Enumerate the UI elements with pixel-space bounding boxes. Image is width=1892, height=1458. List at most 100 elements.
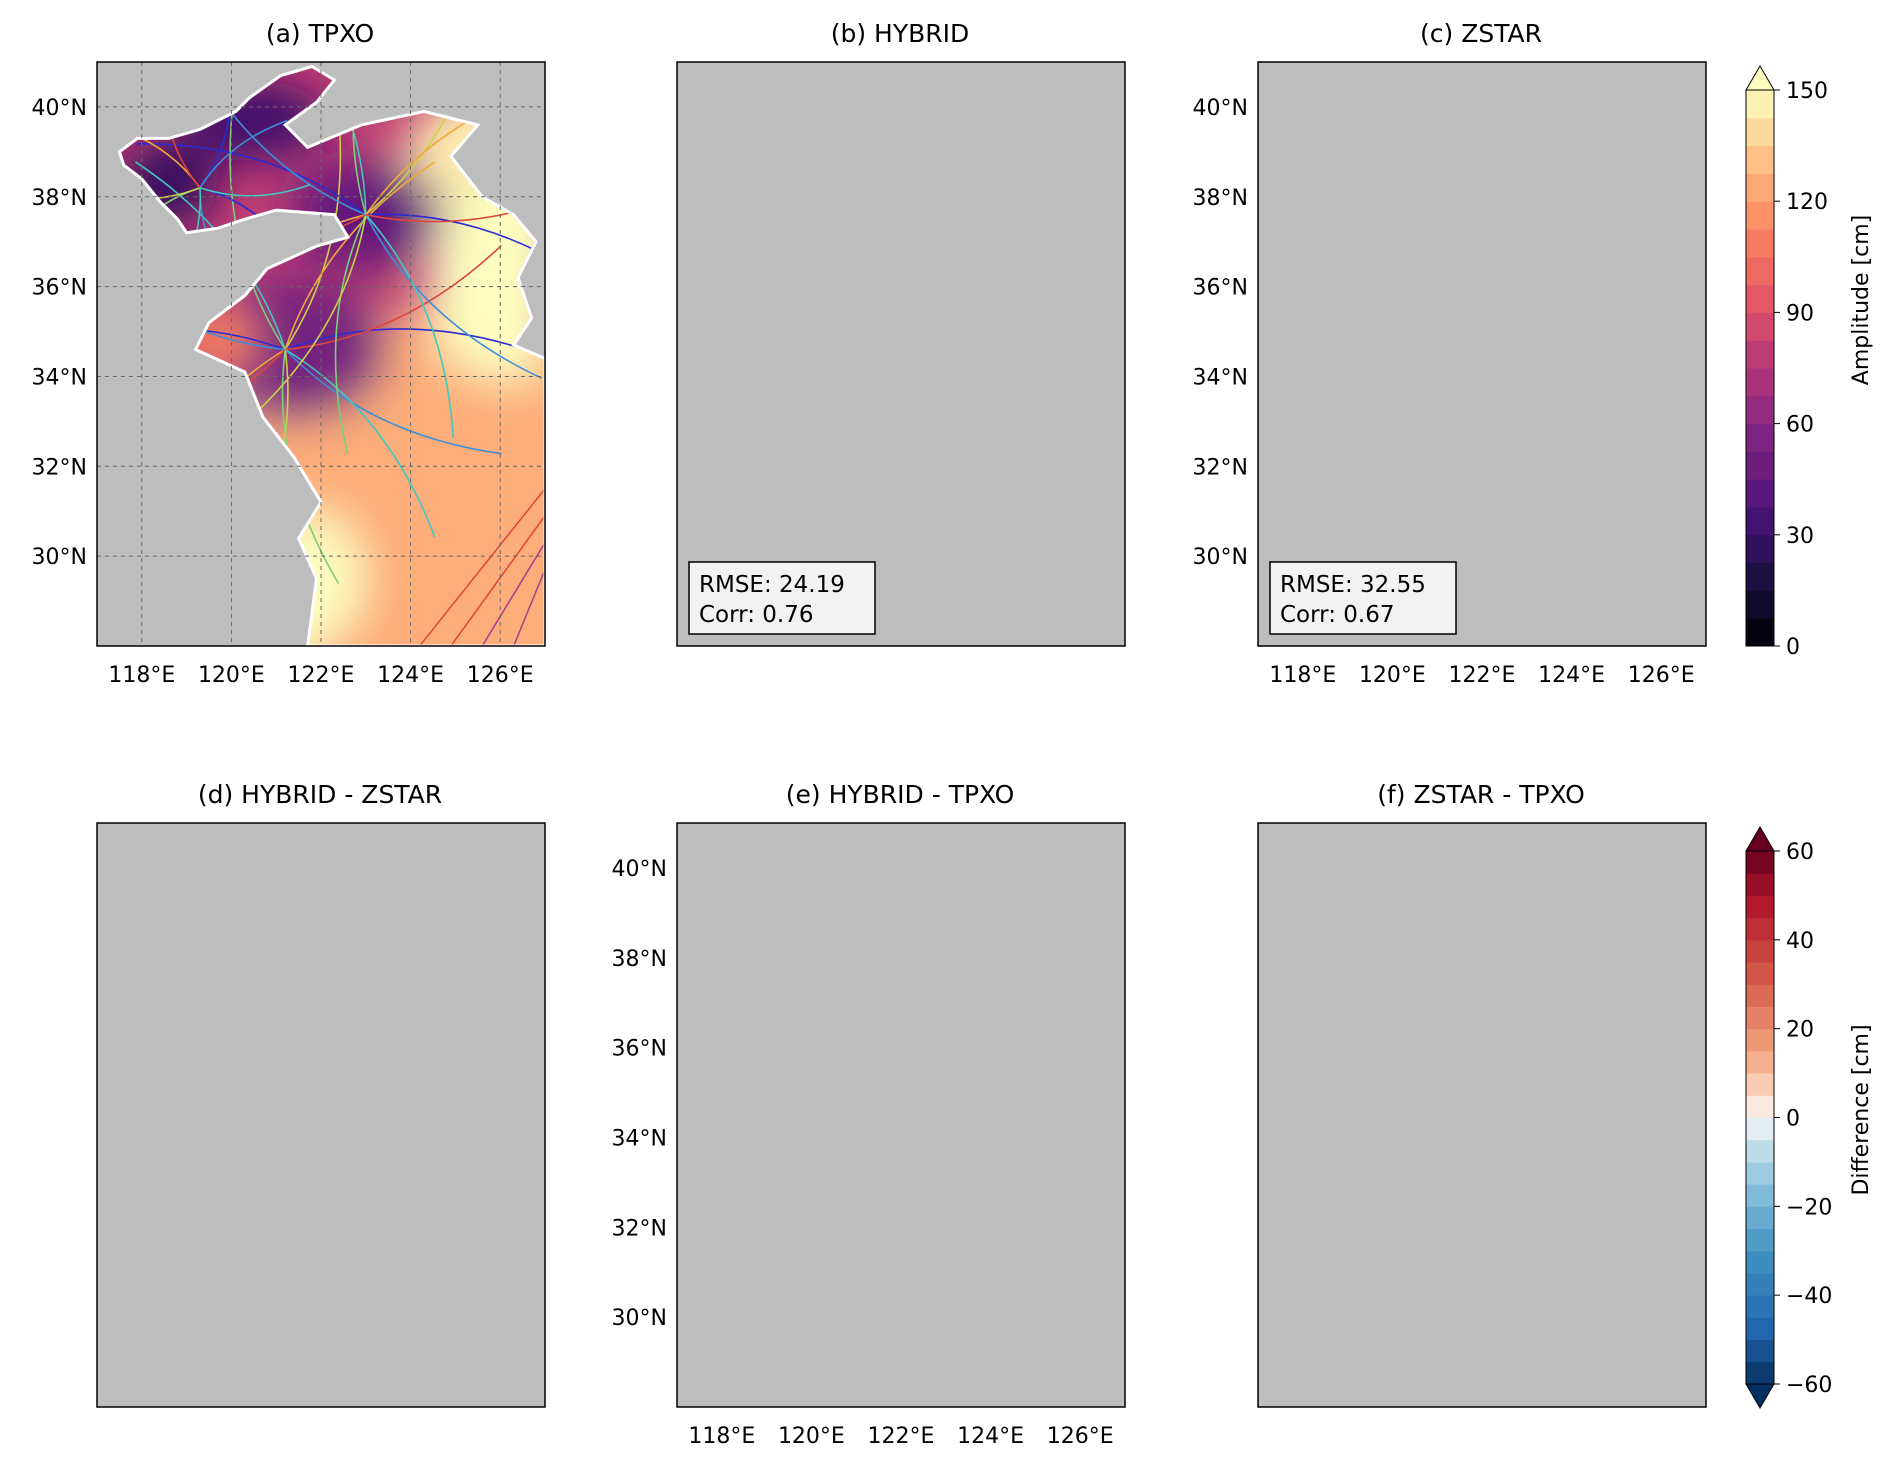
cophase-line (284, 348, 502, 455)
panel-title: (b) HYBRID (831, 19, 970, 48)
panel-e: (e) HYBRID - TPXO (676, 780, 1126, 1408)
colorbar-tick-label: 120 (1786, 190, 1828, 215)
colorbar-level (1746, 851, 1774, 874)
cophase-line (365, 214, 542, 379)
map-frame (1257, 822, 1707, 1408)
latitude-tick-label: 30°N (1193, 545, 1248, 570)
colorbar-level (1746, 395, 1774, 425)
gridlines (97, 62, 545, 646)
colorbar-level (1746, 984, 1774, 1007)
panel-title: (a) TPXO (266, 19, 374, 48)
map-area (96, 61, 547, 648)
longitude-tick-label: 124°E (1538, 663, 1605, 688)
colorbar-level (1746, 423, 1774, 452)
colorbar-level (1746, 1139, 1774, 1163)
colorbar-level (1746, 1339, 1774, 1363)
colorbar-tick-label: 90 (1786, 301, 1814, 326)
colorbar-level (1746, 229, 1774, 258)
stats-box-frame (688, 561, 876, 635)
latitude-tick-label: 38°N (1193, 186, 1248, 211)
colorbar-level (1746, 562, 1774, 591)
colorbar-tick-label: 40 (1786, 929, 1814, 954)
latitude-tick-label: 40°N (1193, 96, 1248, 121)
colorbar-level (1746, 507, 1774, 536)
colorbar-tick-label: −60 (1786, 1373, 1832, 1398)
colorbar-level (1746, 962, 1774, 985)
longitude-ticks: 118°E 120°E 122°E 124°E 126°E (108, 663, 533, 688)
cophase-line (245, 214, 367, 424)
colorbar-level (1746, 1361, 1774, 1385)
colorbar-tick-label: 0 (1786, 635, 1800, 660)
latitude-tick-label: 34°N (612, 1126, 667, 1151)
panel-d: (d) HYBRID - ZSTAR (96, 780, 546, 1408)
longitude-tick-label: 122°E (868, 1424, 935, 1449)
rmse-label: RMSE: 24.19 (699, 572, 845, 598)
colorbar-body (1745, 826, 1775, 1409)
corr-label: Corr: 0.67 (1280, 602, 1395, 628)
colorbar-level (1746, 895, 1774, 919)
longitude-tick-label: 118°E (688, 1424, 755, 1449)
cophase-line (334, 214, 367, 455)
latitude-tick-label: 40°N (612, 857, 667, 882)
cophase-line (284, 161, 436, 350)
longitude-tick-label: 122°E (288, 663, 355, 688)
latitude-tick-label: 34°N (32, 365, 87, 390)
colorbar-label: Amplitude [cm] (1849, 215, 1874, 385)
colorbar-level (1746, 618, 1774, 647)
stats-box: RMSE: 24.19 Corr: 0.76 (688, 561, 876, 635)
latitude-tick-label: 34°N (1193, 365, 1248, 390)
colorbar-level (1746, 145, 1774, 174)
longitude-tick-label: 120°E (198, 663, 265, 688)
colorbar-level (1746, 117, 1774, 147)
panel-f: (f) ZSTAR - TPXO (1257, 780, 1707, 1408)
latitude-tick-label: 36°N (1193, 276, 1248, 301)
map-area (1257, 822, 1707, 1408)
colorbar-level (1746, 1272, 1774, 1296)
cophase-line (284, 348, 436, 538)
map-frame (96, 822, 546, 1408)
colorbar-ticks: −60 −40 −20 0 20 40 60 (1774, 840, 1832, 1398)
colorbar-level (1746, 1006, 1774, 1030)
cophase-line (284, 328, 526, 351)
cophase-line (512, 569, 546, 646)
latitude-tick-label: 30°N (32, 545, 87, 570)
colorbar-level (1746, 1095, 1774, 1118)
latitude-tick-label: 38°N (612, 947, 667, 972)
longitude-tick-label: 122°E (1449, 663, 1516, 688)
colorbar-tick-label: 20 (1786, 1018, 1814, 1043)
colorbar-tick-label: −20 (1786, 1195, 1832, 1220)
stats-box: RMSE: 32.55 Corr: 0.67 (1269, 561, 1457, 635)
colorbar-extend-max (1745, 826, 1775, 852)
difference-colorbar: −60 −40 −20 0 20 40 60 Difference [cm] (1745, 826, 1874, 1409)
panel-a: (a) TPXO 118°E 120°E 122°E 124°E 126°E 30°N 3… (32, 19, 547, 688)
latitude-tick-label: 32°N (32, 455, 87, 480)
rmse-label: RMSE: 32.55 (1280, 572, 1426, 598)
map-frame (676, 822, 1126, 1408)
longitude-tick-label: 120°E (1359, 663, 1426, 688)
colorbar-level (1746, 368, 1774, 397)
longitude-tick-label: 118°E (108, 663, 175, 688)
colorbar-level (1746, 534, 1774, 564)
longitude-tick-label: 126°E (1047, 1424, 1114, 1449)
cophase-line (450, 515, 546, 646)
longitude-ticks: 118°E 120°E 122°E 124°E 126°E (688, 1424, 1113, 1449)
colorbar-level (1746, 173, 1774, 202)
colorbar-level (1746, 1028, 1774, 1052)
latitude-ticks: 30°N 32°N 34°N 36°N 38°N 40°N (32, 96, 87, 570)
land-background (677, 823, 1125, 1407)
longitude-tick-label: 120°E (778, 1424, 845, 1449)
longitude-ticks: 118°E 120°E 122°E 124°E 126°E (1269, 663, 1694, 688)
longitude-tick-label: 124°E (377, 663, 444, 688)
map-frame (676, 61, 1126, 647)
map-frame (1257, 61, 1707, 647)
colorbar-level (1746, 90, 1774, 119)
colorbar-level (1746, 1117, 1774, 1141)
panel-title: (c) ZSTAR (1420, 19, 1542, 48)
colorbar-level (1746, 1250, 1774, 1274)
colorbar-level (1746, 1317, 1774, 1341)
longitude-tick-label: 126°E (467, 663, 534, 688)
cophase-line (136, 142, 367, 216)
colorbar-extend-max (1745, 65, 1775, 91)
longitude-tick-label: 126°E (1628, 663, 1695, 688)
cophase-line (365, 66, 487, 216)
